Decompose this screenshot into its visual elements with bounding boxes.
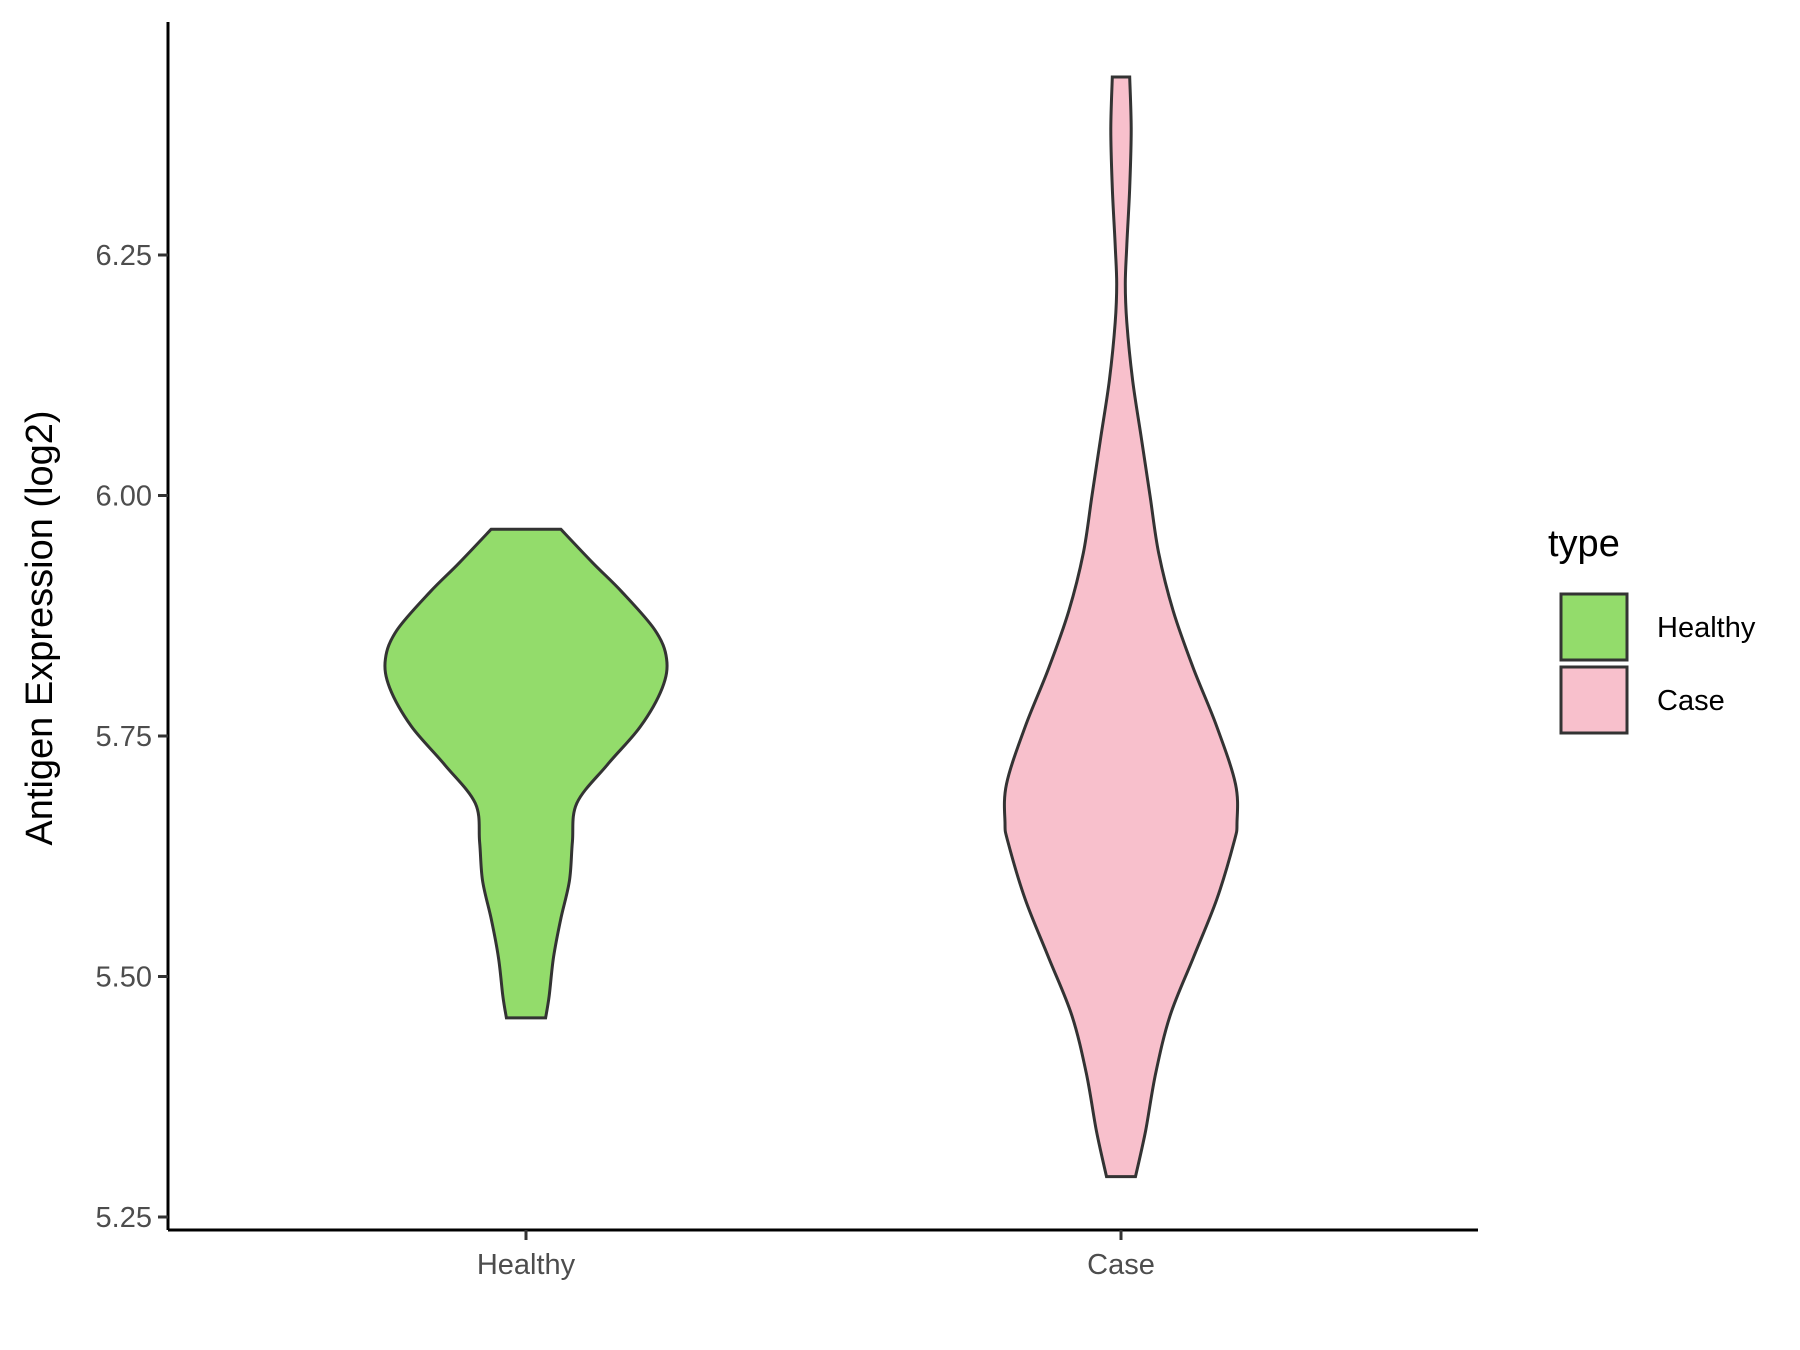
legend-label-healthy: Healthy	[1657, 612, 1756, 644]
y-axis-title: Antigen Expression (log2)	[19, 410, 61, 845]
y-tick-label: 6.00	[96, 481, 152, 513]
violin-healthy	[383, 527, 669, 1020]
axes	[166, 22, 1478, 1232]
x-tick-label: Case	[1087, 1249, 1155, 1281]
x-tick-label: Healthy	[477, 1249, 576, 1281]
legend: type Healthy Case	[1548, 523, 1756, 735]
y-axis-ticks: 5.25 5.50 5.75 6.00 6.25	[96, 240, 168, 1234]
legend-label-case: Case	[1657, 685, 1725, 717]
legend-key-case	[1559, 665, 1629, 735]
legend-title: type	[1548, 523, 1620, 565]
y-tick-label: 5.75	[96, 721, 152, 753]
y-tick-label: 6.25	[96, 240, 152, 272]
y-tick-label: 5.25	[96, 1202, 152, 1234]
legend-key-healthy	[1559, 592, 1629, 662]
y-tick-label: 5.50	[96, 962, 152, 994]
plot-area	[383, 75, 1240, 1179]
x-axis-ticks: Healthy Case	[477, 1230, 1155, 1281]
violin-case	[1002, 75, 1240, 1179]
